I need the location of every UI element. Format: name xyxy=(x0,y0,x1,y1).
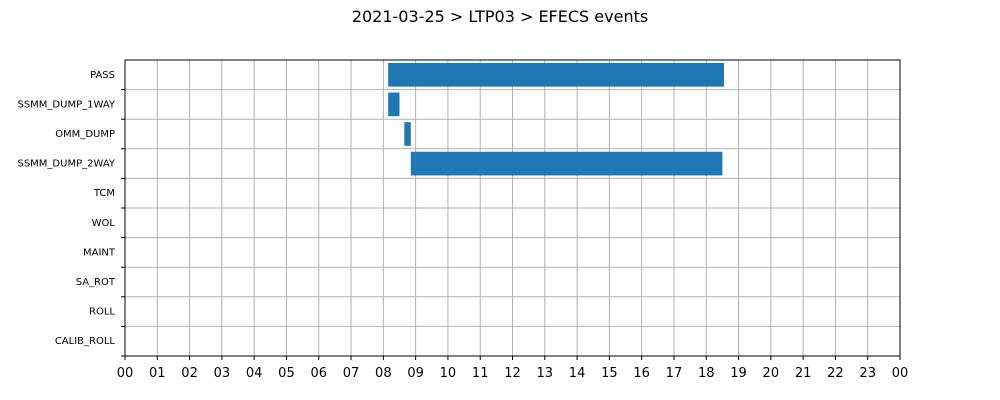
y-tick-label: TCM xyxy=(93,188,115,199)
x-tick-label: 20 xyxy=(763,366,780,381)
y-tick-label: ROLL xyxy=(89,307,115,318)
y-tick-label: SA_ROT xyxy=(76,277,116,288)
y-tick-label: PASS xyxy=(90,70,115,81)
y-tick-label: MAINT xyxy=(83,247,116,258)
event-bar-ssmm-dump-1way xyxy=(388,92,400,117)
x-tick-label: 05 xyxy=(278,366,295,381)
x-tick-label: 16 xyxy=(633,366,650,381)
x-tick-label: 14 xyxy=(569,366,586,381)
x-tick-label: 07 xyxy=(343,366,360,381)
x-tick-label: 06 xyxy=(310,366,327,381)
x-tick-label: 18 xyxy=(698,366,715,381)
x-tick-label: 00 xyxy=(892,366,909,381)
x-tick-label: 03 xyxy=(214,366,231,381)
bars xyxy=(388,62,725,176)
grid xyxy=(124,60,901,356)
y-axis: PASS SSMM_DUMP_1WAY OMM_DUMP SSMM_DUMP_2WAY… xyxy=(17,70,125,357)
x-tick-label: 11 xyxy=(472,366,489,381)
y-tick-label: WOL xyxy=(92,218,116,229)
x-axis: 00 01 02 03 04 05 06 07 08 09 10 11 12 13 14 15 16 17 18 19… xyxy=(117,356,909,381)
x-tick-label: 13 xyxy=(537,366,554,381)
y-tick-label: SSMM_DUMP_1WAY xyxy=(17,99,115,110)
x-tick-label: 01 xyxy=(149,366,166,381)
x-tick-label: 12 xyxy=(504,366,521,381)
x-tick-label: 02 xyxy=(181,366,198,381)
x-tick-label: 23 xyxy=(859,366,876,381)
y-tick-label: CALIB_ROLL xyxy=(55,336,116,347)
x-tick-label: 04 xyxy=(246,366,263,381)
x-tick-label: 22 xyxy=(827,366,844,381)
x-tick-label: 09 xyxy=(407,366,424,381)
event-bar-omm-dump xyxy=(404,122,411,146)
y-tick-label: OMM_DUMP xyxy=(55,129,115,140)
event-bar-ssmm-dump-2way xyxy=(410,151,723,176)
chart-title: 2021-03-25 > LTP03 > EFECS events xyxy=(352,7,648,26)
x-tick-label: 17 xyxy=(666,366,683,381)
x-tick-label: 15 xyxy=(601,366,618,381)
y-tick-label: SSMM_DUMP_2WAY xyxy=(17,159,115,170)
x-tick-label: 00 xyxy=(117,366,134,381)
x-tick-label: 21 xyxy=(795,366,812,381)
x-tick-label: 19 xyxy=(730,366,747,381)
event-bar-pass xyxy=(388,62,725,87)
x-tick-label: 10 xyxy=(440,366,457,381)
plot-frame xyxy=(124,59,901,357)
x-tick-label: 08 xyxy=(375,366,392,381)
